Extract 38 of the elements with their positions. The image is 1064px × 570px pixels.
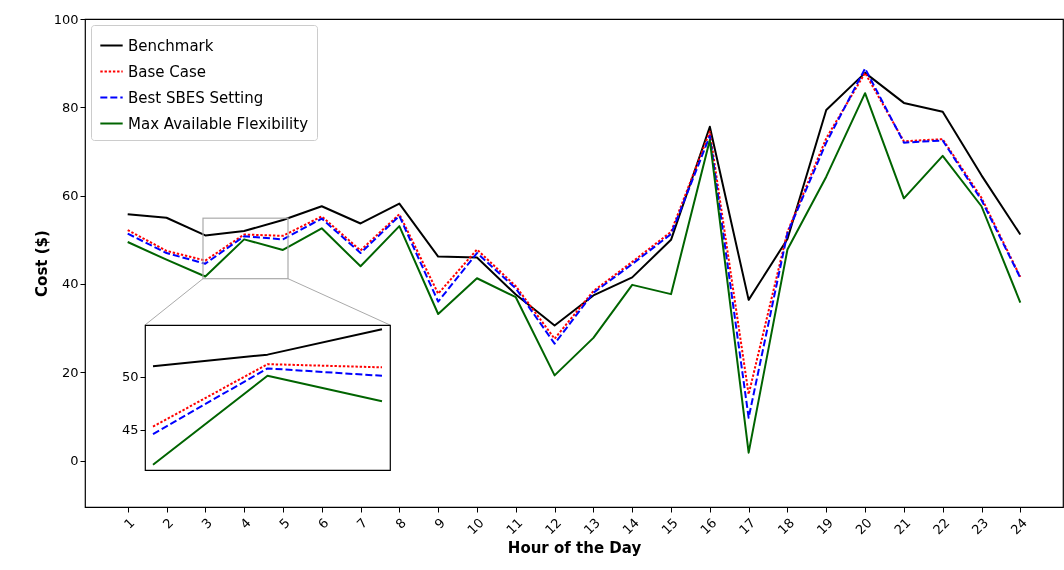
- x-tick-label: 24: [1007, 515, 1030, 538]
- legend-label: Max Available Flexibility: [128, 114, 309, 133]
- x-tick-label: 6: [314, 515, 332, 532]
- x-axis-title: Hour of the Day: [507, 539, 642, 558]
- y-tick-label: 45: [121, 422, 139, 438]
- x-tick-label: 15: [658, 515, 681, 538]
- x-tick-label: 12: [541, 515, 565, 538]
- x-tick-label: 20: [852, 515, 875, 538]
- x-tick-label: 23: [968, 515, 992, 538]
- x-tick-label: 18: [774, 515, 798, 538]
- x-tick-label: 8: [392, 515, 410, 532]
- x-tick-label: 10: [464, 515, 487, 538]
- y-tick-label: 40: [61, 276, 79, 292]
- legend-label: Best SBES Setting: [128, 88, 264, 107]
- legend-label: Benchmark: [128, 36, 214, 55]
- x-tick-label: 14: [619, 515, 642, 538]
- x-tick-label: 1: [120, 515, 138, 532]
- y-tick-label: 80: [61, 99, 79, 115]
- x-tick-label: 19: [813, 515, 836, 538]
- x-tick-label: 11: [503, 515, 526, 538]
- x-tick-label: 4: [237, 515, 254, 532]
- x-tick-label: 16: [697, 515, 720, 538]
- y-tick-label: 60: [61, 188, 79, 204]
- y-tick-label: 100: [53, 11, 79, 27]
- y-tick-label: 20: [61, 364, 79, 380]
- x-tick-label: 3: [198, 515, 215, 532]
- x-tick-label: 2: [159, 515, 177, 532]
- x-tick-label: 13: [580, 515, 604, 538]
- x-tick-label: 17: [736, 515, 759, 538]
- x-tick-label: 5: [276, 515, 293, 532]
- legend-label: Base Case: [128, 62, 207, 81]
- x-tick-label: 7: [353, 515, 371, 532]
- y-axis-title: Cost ($): [32, 230, 51, 297]
- x-tick-label: 21: [891, 515, 914, 538]
- y-tick-label: 0: [70, 453, 79, 469]
- x-tick-label: 22: [930, 515, 953, 538]
- x-tick-label: 9: [431, 515, 448, 532]
- y-tick-label: 50: [121, 369, 139, 385]
